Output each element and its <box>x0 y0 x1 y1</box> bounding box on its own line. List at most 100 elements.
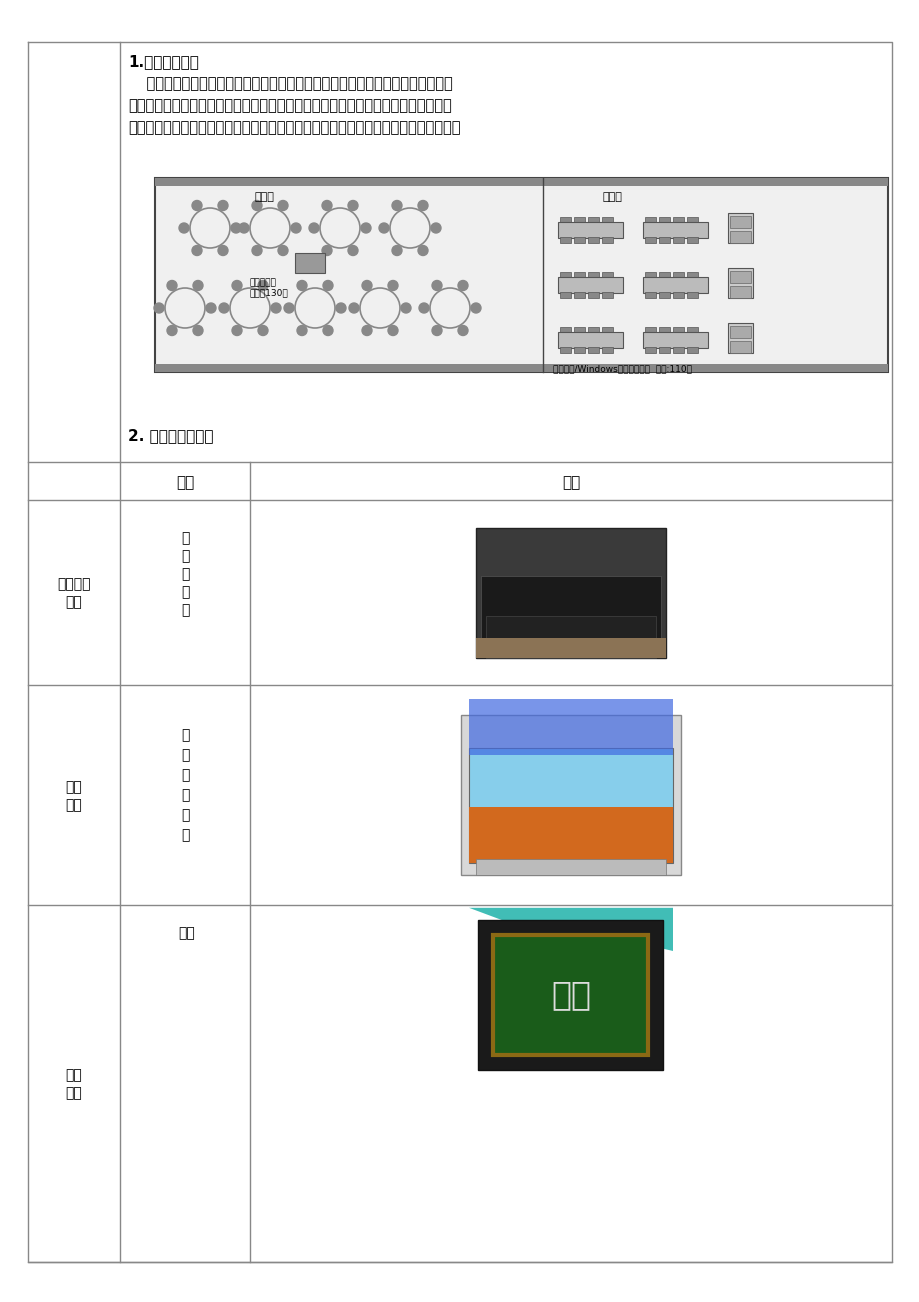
Text: 算: 算 <box>181 809 189 822</box>
Circle shape <box>323 326 333 336</box>
Bar <box>587 237 598 243</box>
Circle shape <box>193 280 203 290</box>
Text: 实操区: 实操区 <box>602 191 622 202</box>
Circle shape <box>179 223 188 233</box>
Bar <box>673 348 683 353</box>
Circle shape <box>379 223 389 233</box>
Bar <box>729 271 750 283</box>
Text: 准备: 准备 <box>65 595 83 609</box>
Circle shape <box>218 201 228 211</box>
Text: 合作探究区: 合作探究区 <box>250 279 277 286</box>
Bar <box>469 747 673 863</box>
Text: 机: 机 <box>181 603 189 617</box>
Circle shape <box>252 201 262 211</box>
Circle shape <box>348 303 358 312</box>
Text: 1.教学场地设置: 1.教学场地设置 <box>128 53 199 69</box>
Circle shape <box>153 303 164 312</box>
Bar <box>587 217 598 223</box>
Text: 查询、小组讨论、集中教学）和工作区，让学生体验真实的职业场景，激发学习兴趣。: 查询、小组讨论、集中教学）和工作区，让学生体验真实的职业场景，激发学习兴趣。 <box>128 120 460 135</box>
Bar <box>673 327 683 333</box>
Circle shape <box>323 280 333 290</box>
Circle shape <box>458 326 468 336</box>
Circle shape <box>271 303 280 312</box>
Bar <box>560 292 571 298</box>
Circle shape <box>388 280 398 290</box>
Circle shape <box>335 303 346 312</box>
Bar <box>686 292 698 298</box>
Circle shape <box>309 223 319 233</box>
Bar <box>644 348 655 353</box>
Bar <box>587 292 598 298</box>
Bar <box>601 348 612 353</box>
Bar <box>686 217 698 223</box>
Circle shape <box>322 246 332 255</box>
Bar <box>587 272 598 279</box>
Bar <box>475 638 665 658</box>
Text: 台: 台 <box>181 531 189 546</box>
Bar <box>644 217 655 223</box>
Bar <box>729 326 750 339</box>
Bar <box>729 286 750 298</box>
Bar <box>729 216 750 228</box>
Circle shape <box>252 246 262 255</box>
Circle shape <box>388 326 398 336</box>
Circle shape <box>432 280 441 290</box>
Circle shape <box>278 201 288 211</box>
Text: 式: 式 <box>181 549 189 562</box>
Bar <box>686 327 698 333</box>
Bar <box>727 214 752 243</box>
Bar <box>154 178 887 372</box>
Bar <box>673 272 683 279</box>
Text: 小型网络/Windows服务器学习站  面积:110㎡: 小型网络/Windows服务器学习站 面积:110㎡ <box>552 365 691 372</box>
Bar <box>644 327 655 333</box>
Bar <box>644 237 655 243</box>
Circle shape <box>193 326 203 336</box>
Text: 机: 机 <box>181 828 189 842</box>
Text: 结合工学一体化的教学理念，给学生提供优越的实习环境，根据专业特点及一体: 结合工学一体化的教学理念，给学生提供优越的实习环境，根据专业特点及一体 <box>128 76 452 91</box>
Text: 资源: 资源 <box>65 1086 83 1100</box>
Bar <box>573 237 584 243</box>
Text: 名称: 名称 <box>176 475 194 490</box>
Text: 软件: 软件 <box>65 1069 83 1082</box>
Circle shape <box>297 280 307 290</box>
Text: 微课: 微课 <box>178 926 195 940</box>
Bar <box>658 217 669 223</box>
Text: 资源: 资源 <box>65 798 83 812</box>
Bar <box>573 348 584 353</box>
Bar <box>601 292 612 298</box>
Bar <box>469 807 673 863</box>
Bar <box>673 292 683 298</box>
Bar <box>493 935 648 1055</box>
Circle shape <box>391 246 402 255</box>
Text: 教学资源: 教学资源 <box>57 578 91 591</box>
Circle shape <box>471 303 481 312</box>
Bar <box>558 332 622 348</box>
Bar <box>560 237 571 243</box>
Bar <box>475 859 665 875</box>
Circle shape <box>417 246 427 255</box>
Text: 计: 计 <box>181 566 189 581</box>
Bar <box>573 292 584 298</box>
Bar <box>658 348 669 353</box>
Bar <box>558 277 622 293</box>
Bar <box>729 341 750 353</box>
Bar <box>686 237 698 243</box>
Bar <box>560 272 571 279</box>
Bar <box>560 348 571 353</box>
Bar <box>154 178 887 186</box>
Bar <box>601 237 612 243</box>
Circle shape <box>192 201 202 211</box>
Circle shape <box>347 246 357 255</box>
Circle shape <box>231 223 241 233</box>
Text: 硬件: 硬件 <box>65 780 83 794</box>
Bar <box>154 365 887 372</box>
Text: 面积：130㎡: 面积：130㎡ <box>250 288 289 297</box>
Bar <box>686 272 698 279</box>
Bar <box>658 327 669 333</box>
Bar <box>601 217 612 223</box>
Circle shape <box>232 280 242 290</box>
Text: 记: 记 <box>181 749 189 762</box>
Bar <box>601 272 612 279</box>
Bar <box>478 921 663 1070</box>
Bar <box>727 268 752 298</box>
